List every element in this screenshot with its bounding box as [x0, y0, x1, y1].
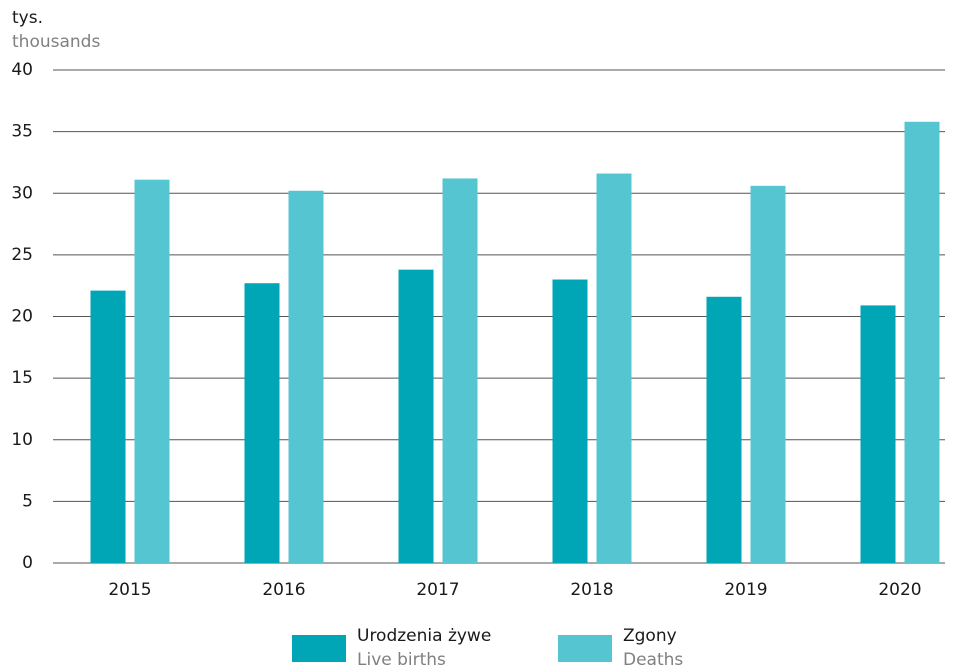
legend-swatch — [292, 635, 346, 662]
bar — [706, 296, 742, 563]
bar — [398, 269, 434, 563]
bar — [750, 185, 786, 564]
legend-label: Zgony — [623, 626, 677, 646]
x-tick-label: 2020 — [878, 580, 921, 600]
bar — [904, 121, 940, 563]
legend-label: Urodzenia żywe — [357, 626, 491, 646]
bar — [442, 178, 478, 563]
bar — [552, 279, 588, 563]
y-tick-label: 35 — [11, 122, 33, 142]
y-tick-label: 5 — [22, 491, 33, 511]
bar — [134, 179, 170, 563]
y-axis-label-en: thousands — [12, 32, 100, 52]
y-tick-label: 10 — [11, 430, 33, 450]
bar — [288, 190, 324, 563]
bar — [860, 305, 896, 563]
y-tick-label: 40 — [11, 60, 33, 80]
legend-label-en: Deaths — [623, 650, 683, 668]
bar — [244, 283, 280, 563]
y-tick-label: 0 — [22, 553, 33, 573]
legend-swatch — [558, 635, 612, 662]
x-tick-label: 2015 — [108, 580, 151, 600]
y-tick-label: 25 — [11, 245, 33, 265]
bar — [596, 173, 632, 563]
x-tick-label: 2019 — [724, 580, 767, 600]
x-tick-label: 2017 — [416, 580, 459, 600]
y-tick-label: 30 — [11, 183, 33, 203]
x-tick-label: 2016 — [262, 580, 305, 600]
y-tick-label: 20 — [11, 307, 33, 327]
x-tick-label: 2018 — [570, 580, 613, 600]
y-tick-label: 15 — [11, 368, 33, 388]
bar — [90, 290, 126, 563]
legend-label-en: Live births — [357, 650, 446, 668]
y-axis-label: tys. — [12, 8, 43, 28]
